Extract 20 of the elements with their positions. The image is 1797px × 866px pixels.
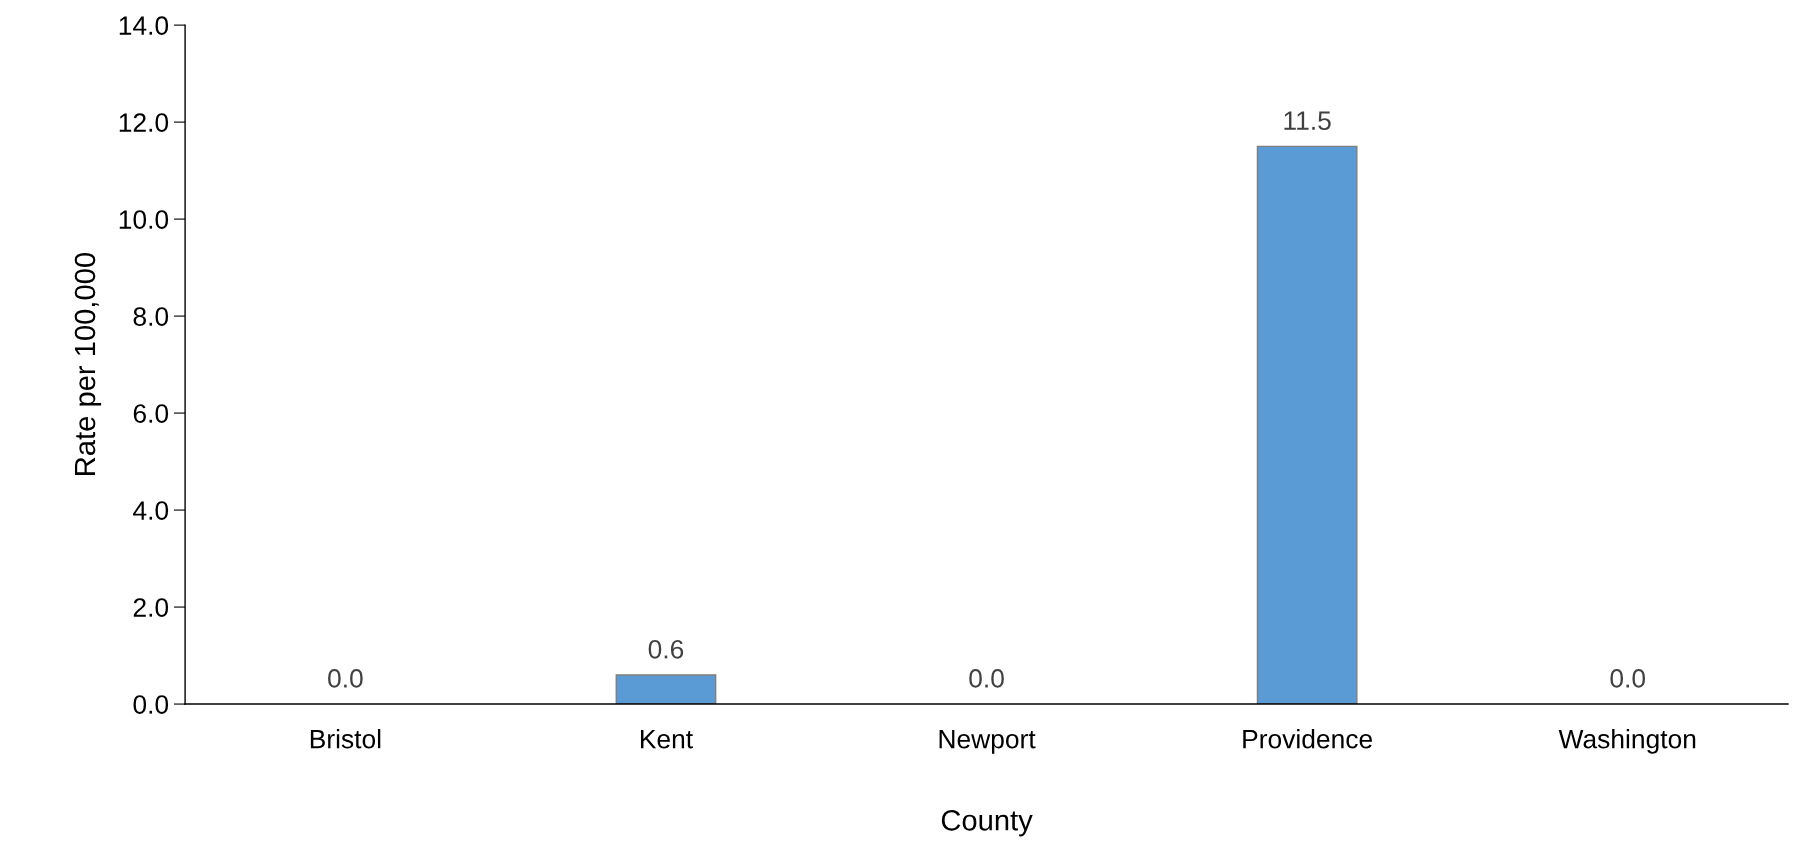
y-axis-title: Rate per 100,000 [74,253,102,475]
y-tick-label: 0.0 [133,695,169,714]
y-tick-label: 8.0 [133,307,169,326]
x-tick-label: Washington [1558,729,1696,754]
data-label: 11.5 [1284,111,1331,131]
x-tick-label: Kent [640,730,693,749]
x-axis-title: County [941,809,1033,837]
x-tick-label: Newport [939,730,1036,754]
y-tick-label: 14.0 [119,16,169,35]
x-tick-label: Bristol [310,729,381,749]
y-tick-label: 10.0 [119,210,169,229]
data-label: 0.6 [648,639,684,659]
y-tick-label: 6.0 [133,404,169,423]
data-label: 0.0 [969,669,1004,688]
y-tick-label: 2.0 [133,598,169,617]
data-label: 0.0 [1610,669,1646,688]
y-tick-label: 12.0 [119,113,169,132]
y-tick-label: 4.0 [133,501,169,520]
x-tick-label: Providence [1243,729,1372,749]
data-label: 0.0 [328,669,363,688]
